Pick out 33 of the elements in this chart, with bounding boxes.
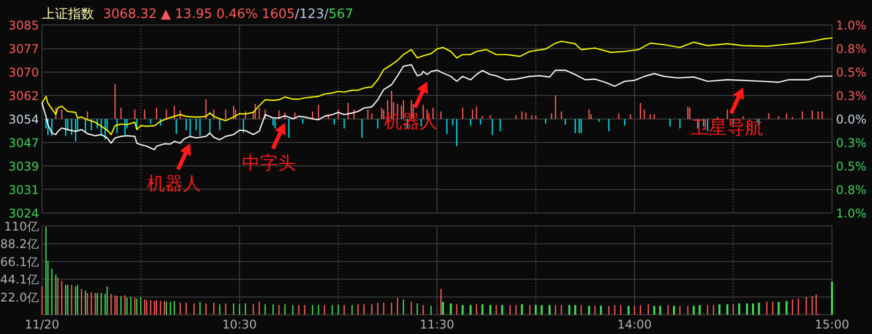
y-tick-label: 88.2亿 <box>0 237 39 252</box>
annotation: 机器人 <box>147 173 202 194</box>
y2-tick-label: 0.8% <box>836 183 866 197</box>
y-tick-label: 110亿 <box>4 220 39 234</box>
chart-subtitle: 3068.32 ▲ 13.95 0.46% 1605/123/567 <box>103 7 354 22</box>
chart-title: 上证指数 <box>42 7 94 22</box>
y-tick-label: 3070 <box>8 66 39 80</box>
y2-tick-label: 0.5% <box>836 66 866 80</box>
y-tick-label: 3024 <box>8 206 39 220</box>
y-tick-label: 3085 <box>8 18 39 32</box>
y-tick-label: 3077 <box>8 42 39 56</box>
x-tick-label: 11:30 <box>420 318 454 332</box>
y-tick-label: 3031 <box>8 182 39 197</box>
y-tick-label: 66.1亿 <box>0 254 39 269</box>
x-tick-label: 15:00 <box>814 318 850 332</box>
y2-tick-label: 0.8% <box>836 42 866 56</box>
annotation: 卫星导航 <box>691 117 764 138</box>
annotation: 中字头 <box>242 152 296 174</box>
y-tick-label: 3047 <box>8 136 39 150</box>
y-tick-label: 3062 <box>8 88 39 103</box>
y2-tick-label: 1.0% <box>836 206 866 220</box>
y2-tick-label: 0.5% <box>836 160 866 174</box>
y2-tick-label: 0.3% <box>836 136 866 150</box>
y2-tick-label: 0.0% <box>836 112 866 126</box>
y-tick-label: 3054 <box>8 112 39 126</box>
y-tick-label: 22.0亿 <box>0 290 39 304</box>
y-tick-label: 44.1亿 <box>0 272 39 287</box>
y2-tick-label: 0.3% <box>836 89 866 103</box>
x-tick-label: 14:00 <box>617 318 652 332</box>
x-tick-label: 10:30 <box>222 318 257 332</box>
y-tick-label: 3039 <box>8 159 39 174</box>
x-tick-label: 11/20 <box>24 318 60 332</box>
y2-tick-label: 1.0% <box>836 18 866 32</box>
